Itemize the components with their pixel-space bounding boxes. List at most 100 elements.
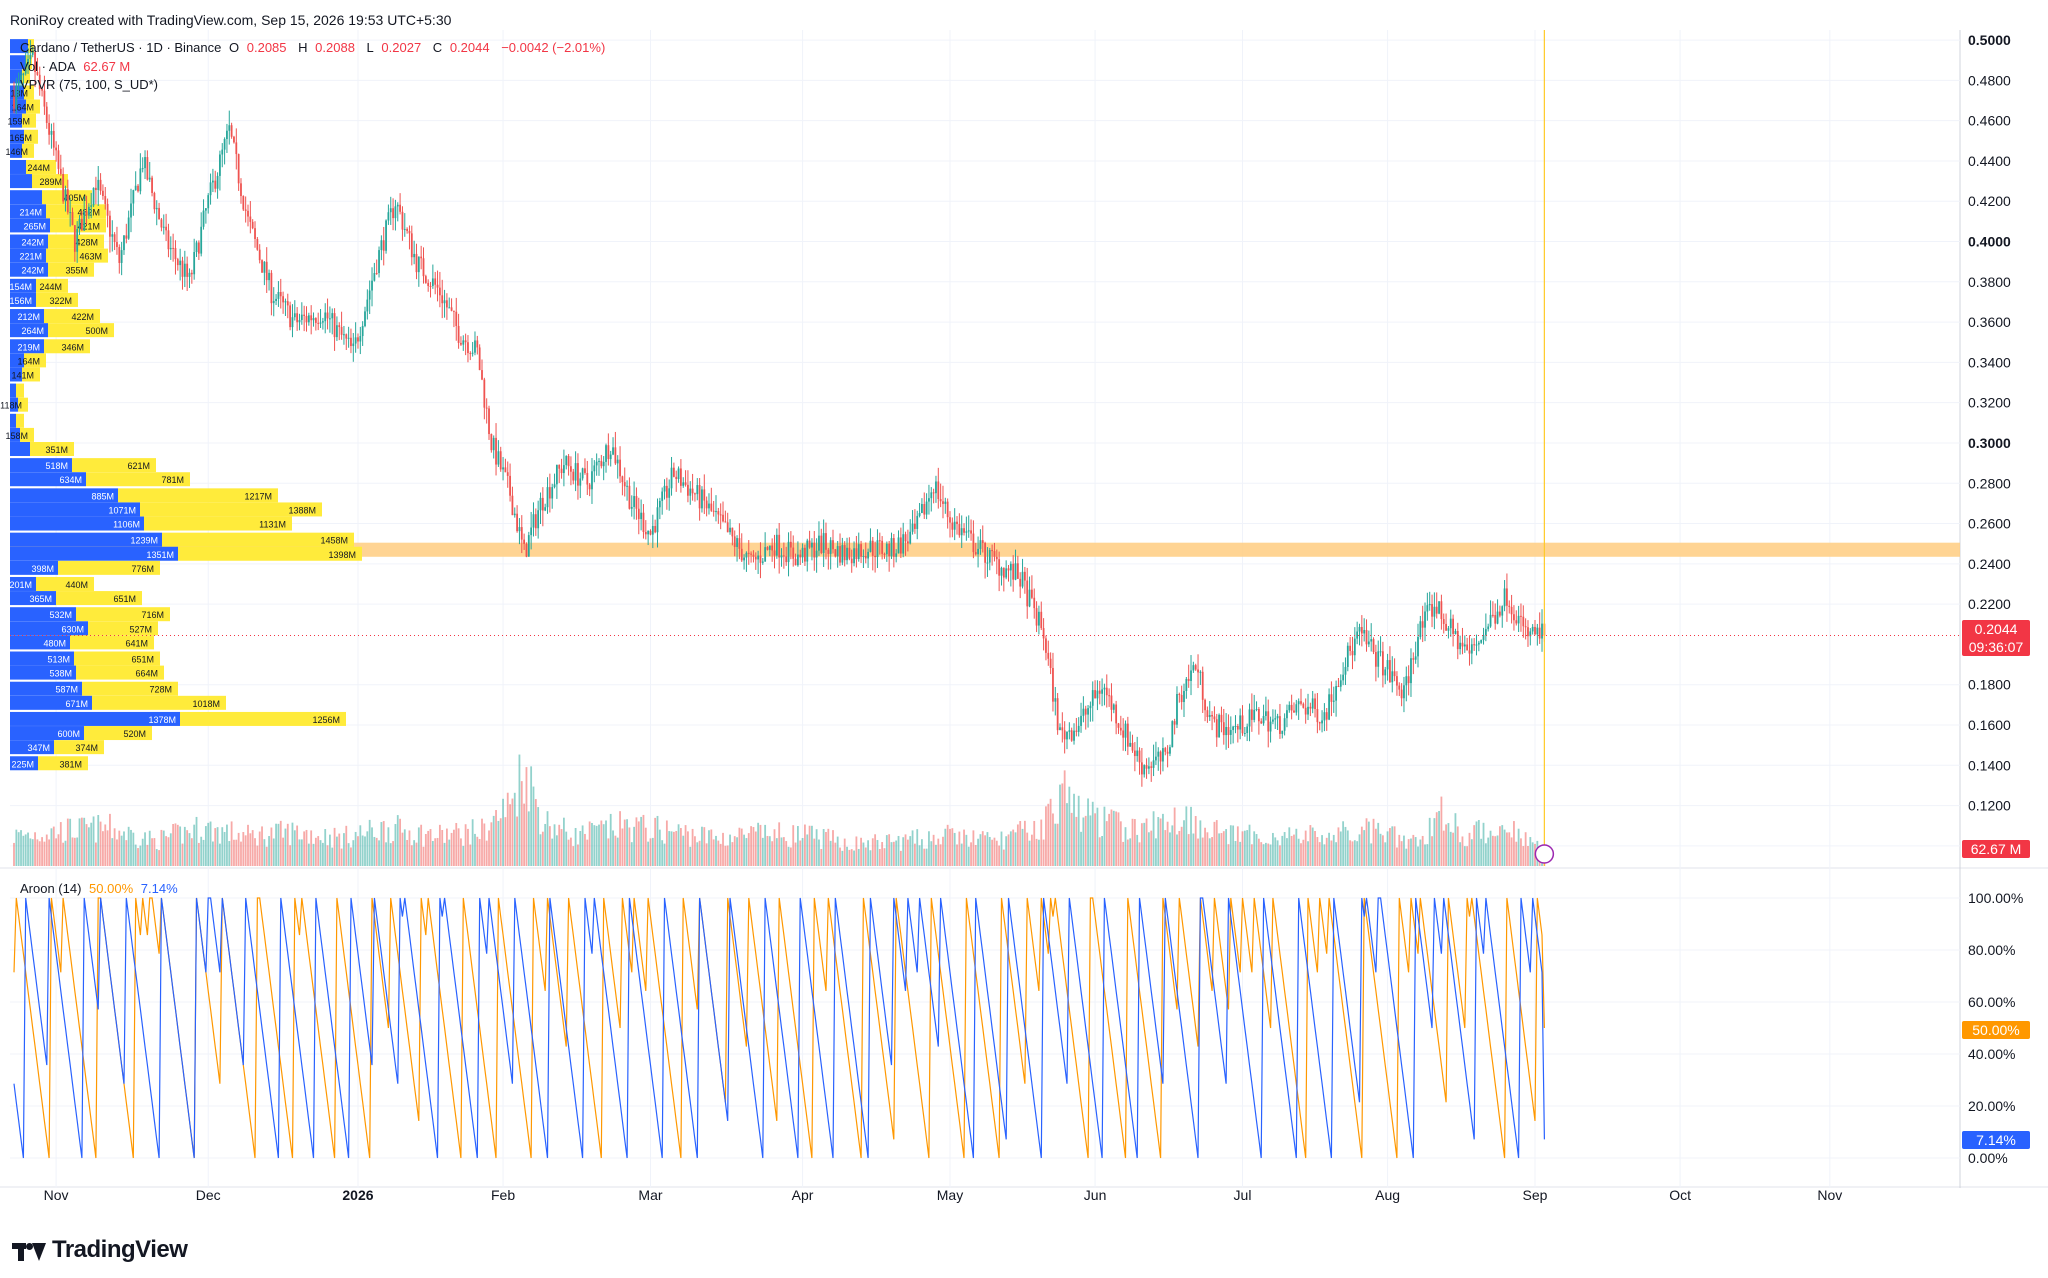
vpvr-up-bar <box>10 621 88 636</box>
candle-body <box>354 337 357 344</box>
vpvr-down-label: 716M <box>141 610 164 620</box>
vpvr-down-label: 164M <box>11 103 34 113</box>
candle-body <box>1241 715 1244 734</box>
volume-bar <box>513 792 516 866</box>
candle-body <box>125 235 128 239</box>
volume-bar <box>169 833 172 866</box>
vpvr-down-bar <box>26 159 56 174</box>
tradingview-logo-icon <box>12 1239 46 1261</box>
candle-body <box>843 545 846 561</box>
candle-body <box>696 485 699 495</box>
candle-body <box>1056 698 1059 731</box>
volume-bar <box>754 831 757 866</box>
candle-body <box>1166 751 1169 754</box>
volume-bar <box>804 824 806 866</box>
volume-bar <box>261 826 263 866</box>
volume-bar <box>656 815 659 866</box>
candle-body <box>1332 700 1335 702</box>
volume-bar <box>174 823 177 866</box>
volume-bar <box>102 831 104 866</box>
volume-bar <box>825 832 827 866</box>
volume-bar <box>1412 834 1415 866</box>
volume-bar <box>188 833 191 866</box>
volume-bar <box>787 846 790 866</box>
candle-body <box>1372 639 1375 653</box>
volume-bar <box>237 832 240 866</box>
tradingview-logo[interactable]: TradingView <box>12 1236 188 1264</box>
candle-body <box>1290 704 1293 711</box>
volume-bar <box>326 845 329 866</box>
candle-body <box>689 488 692 496</box>
volume-bar <box>682 835 685 866</box>
volume-bar <box>658 829 661 866</box>
vpvr-up-label: 518M <box>45 461 68 471</box>
volume-bar <box>904 834 907 866</box>
candle-body <box>1176 693 1178 725</box>
volume-bar <box>104 824 107 866</box>
volume-bar <box>1248 824 1251 866</box>
volume-bar <box>256 845 259 866</box>
candle-body <box>151 177 153 193</box>
volume-bar <box>165 836 167 866</box>
candle-body <box>1215 719 1218 738</box>
vpvr-down-label: 159M <box>7 117 30 127</box>
candle-body <box>256 238 259 250</box>
vpvr-up-bar <box>10 174 32 189</box>
candle-body <box>460 342 462 345</box>
vpvr-legend[interactable]: VPVR (75, 100, S_UD*) <box>20 77 159 92</box>
volume-bar <box>1009 831 1012 866</box>
volume-bar <box>158 850 160 866</box>
volume-bar <box>932 834 935 866</box>
candle-body <box>314 318 317 323</box>
candle-body <box>607 445 610 460</box>
volume-bar <box>764 824 767 866</box>
candle-body <box>1321 720 1323 724</box>
volume-bar <box>492 815 495 866</box>
volume-bar <box>1288 827 1291 866</box>
candle-body <box>1012 563 1015 580</box>
volume-bar <box>984 835 986 866</box>
candle-body <box>336 325 338 338</box>
vpvr-down-label: 381M <box>59 759 82 769</box>
candle-body <box>1136 750 1139 757</box>
candle-body <box>36 72 39 75</box>
candle-body <box>616 459 619 464</box>
volume-bar <box>729 834 731 866</box>
candle-body <box>261 260 263 273</box>
volume-bar <box>921 839 923 866</box>
candle-body <box>1405 676 1408 686</box>
volume-bar <box>1459 842 1462 866</box>
volume-bar <box>970 842 972 866</box>
candle-body <box>1213 716 1216 720</box>
volume-bar <box>766 835 769 866</box>
vpvr-down-bar <box>180 711 346 726</box>
volume-bar <box>219 843 221 866</box>
volume-bar <box>1363 830 1366 866</box>
vpvr-down-label: 651M <box>113 594 136 604</box>
candle-body <box>434 278 437 285</box>
vpvr-up-bar <box>10 591 56 606</box>
volume-legend[interactable]: Vol · ADA 62.67 M <box>20 59 131 74</box>
volume-bar <box>95 842 97 866</box>
candle-body <box>518 527 521 532</box>
volume-bar <box>506 792 509 866</box>
volume-bar <box>591 822 593 866</box>
candle-body <box>874 555 877 558</box>
symbol-name[interactable]: Cardano / TetherUS · 1D · Binance <box>20 40 222 55</box>
candle-body <box>1283 718 1286 731</box>
volume-bar <box>1140 823 1143 866</box>
vpvr-up-label: 264M <box>21 326 44 336</box>
volume-bar <box>1185 806 1188 866</box>
candle-body <box>710 503 713 511</box>
candle-body <box>300 314 303 320</box>
volume-bar <box>368 819 371 866</box>
vpvr-up-bar <box>10 681 82 696</box>
volume-bar <box>317 836 320 866</box>
candle-body <box>389 208 392 213</box>
volume-bar <box>1480 838 1483 866</box>
candle-body <box>1047 652 1050 659</box>
volume-bar <box>286 823 289 866</box>
volume-bar <box>1204 827 1206 866</box>
aroon-legend[interactable]: Aroon (14) 50.00% 7.14% <box>20 881 178 896</box>
